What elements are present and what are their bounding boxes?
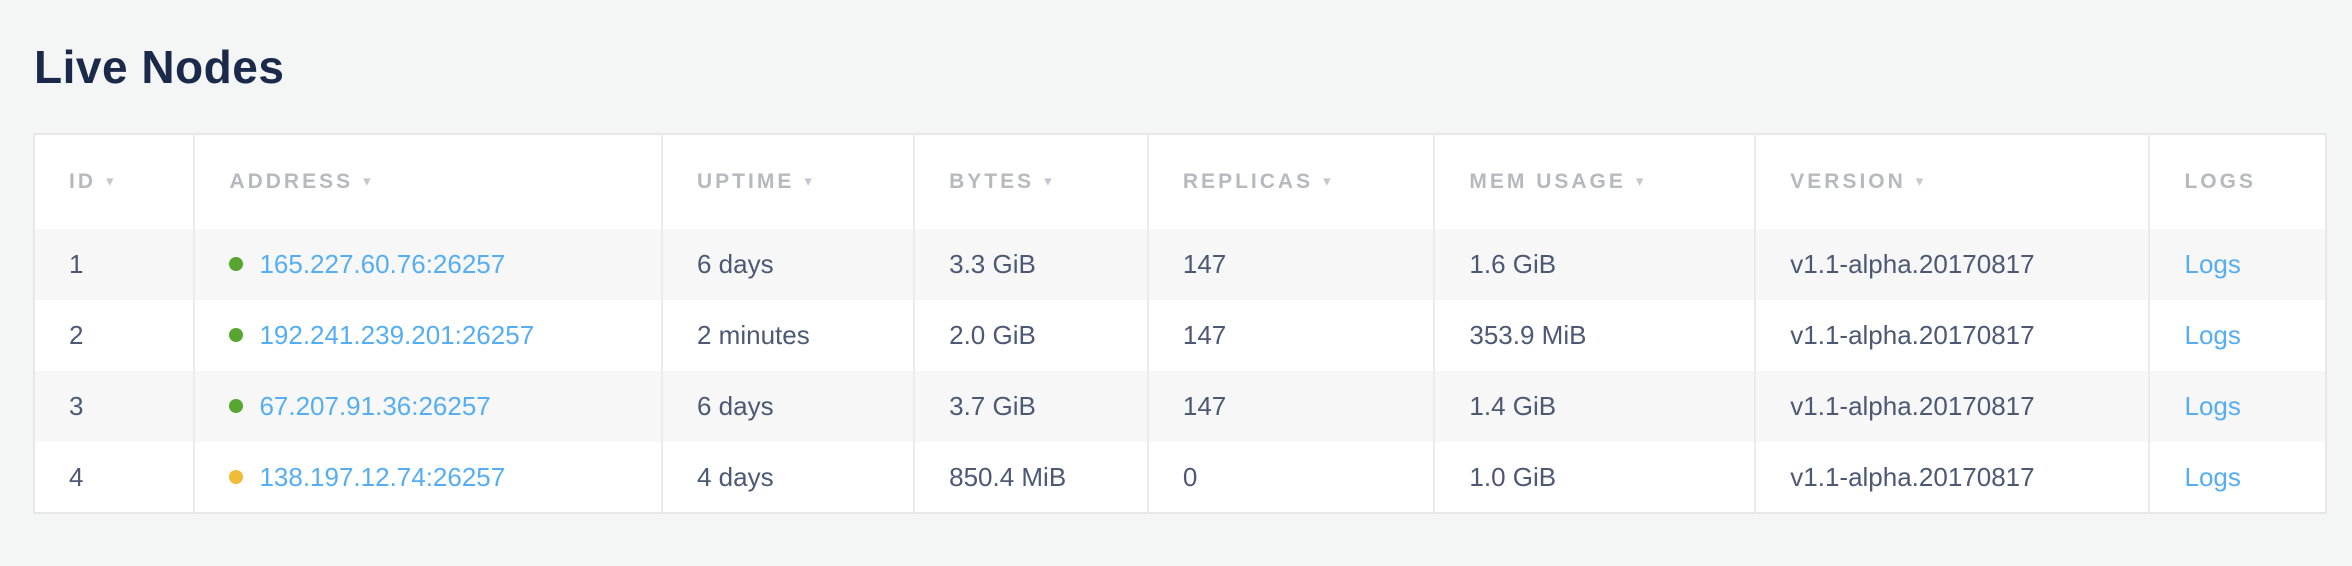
node-row: 3 67.207.91.36:26257 6 days 3.7 GiB 147 … xyxy=(34,371,2326,442)
logs-link[interactable]: Logs xyxy=(2184,461,2241,492)
node-replicas-cell: 0 xyxy=(1147,442,1436,513)
logs-link[interactable]: Logs xyxy=(2184,320,2241,350)
node-address-link[interactable]: 67.207.91.36:26257 xyxy=(259,391,491,421)
column-header-logs: LOGS xyxy=(2149,134,2326,229)
node-logs-cell: Logs xyxy=(2149,371,2326,442)
node-status-dot xyxy=(229,399,244,414)
node-version-cell: v1.1-alpha.20170817 xyxy=(1755,300,2151,371)
node-uptime-cell: 4 days xyxy=(662,442,916,513)
column-header-version[interactable]: VERSION ▾ xyxy=(1755,134,2151,229)
sort-arrow-icon: ▾ xyxy=(804,173,812,190)
logs-link[interactable]: Logs xyxy=(2184,249,2241,279)
node-status-dot xyxy=(229,257,244,272)
live-nodes-table: ID ▾ ADDRESS ▾ UPTIME ▾ BYTES ▾ REPLICAS ▾ ME… xyxy=(33,133,2327,514)
node-version-cell: v1.1-alpha.20170817 xyxy=(1755,229,2151,300)
page-title: Live Nodes xyxy=(34,41,285,93)
node-id-cell: 4 xyxy=(34,442,196,513)
column-header-replicas-label: REPLICAS xyxy=(1182,170,1314,193)
column-header-uptime[interactable]: UPTIME ▾ xyxy=(662,134,916,229)
sort-arrow-icon: ▾ xyxy=(1915,173,1924,190)
node-version-cell: v1.1-alpha.20170817 xyxy=(1755,442,2151,513)
node-row: 4 138.197.12.74:26257 4 days 850.4 MiB 0… xyxy=(34,442,2326,513)
column-header-mem-usage-label: MEM USAGE xyxy=(1469,170,1626,193)
node-address-link[interactable]: 192.241.239.201:26257 xyxy=(259,320,535,350)
node-address-cell: 192.241.239.201:26257 xyxy=(194,300,663,371)
column-header-replicas[interactable]: REPLICAS ▾ xyxy=(1147,134,1436,229)
node-logs-cell: Logs xyxy=(2149,442,2326,513)
node-version-cell: v1.1-alpha.20170817 xyxy=(1755,371,2151,442)
node-uptime-cell: 2 minutes xyxy=(662,300,916,371)
table-header-row: ID ▾ ADDRESS ▾ UPTIME ▾ BYTES ▾ REPLICAS ▾ ME… xyxy=(34,134,2326,229)
node-mem-usage-cell: 1.4 GiB xyxy=(1434,371,1757,442)
node-bytes-cell: 2.0 GiB xyxy=(914,300,1149,371)
node-status-dot xyxy=(229,469,244,484)
node-replicas-cell: 147 xyxy=(1147,229,1436,300)
node-id-cell: 1 xyxy=(34,229,196,300)
node-row: 1 165.227.60.76:26257 6 days 3.3 GiB 147… xyxy=(34,229,2326,300)
node-id-cell: 3 xyxy=(34,371,196,442)
node-uptime-cell: 6 days xyxy=(662,371,916,442)
column-header-address-label: ADDRESS xyxy=(229,170,354,193)
column-header-bytes-label: BYTES xyxy=(949,170,1035,193)
node-address-cell: 165.227.60.76:26257 xyxy=(194,229,663,300)
sort-arrow-icon: ▾ xyxy=(1323,173,1331,190)
node-uptime-cell: 6 days xyxy=(662,229,916,300)
node-status-dot xyxy=(229,328,244,343)
node-address-link[interactable]: 165.227.60.76:26257 xyxy=(259,249,506,279)
node-logs-cell: Logs xyxy=(2149,300,2326,371)
column-header-id-label: ID xyxy=(69,170,96,193)
node-bytes-cell: 3.7 GiB xyxy=(914,371,1149,442)
column-header-version-label: VERSION xyxy=(1790,170,1906,193)
node-mem-usage-cell: 1.0 GiB xyxy=(1434,442,1757,513)
column-header-id[interactable]: ID ▾ xyxy=(34,134,196,229)
node-id-cell: 2 xyxy=(34,300,196,371)
column-header-logs-label: LOGS xyxy=(2184,170,2256,193)
sort-arrow-icon: ▾ xyxy=(1635,173,1644,190)
node-replicas-cell: 147 xyxy=(1147,300,1436,371)
column-header-address[interactable]: ADDRESS ▾ xyxy=(194,134,663,229)
node-logs-cell: Logs xyxy=(2149,229,2326,300)
column-header-uptime-label: UPTIME xyxy=(697,170,795,193)
logs-link[interactable]: Logs xyxy=(2184,391,2241,421)
node-row: 2 192.241.239.201:26257 2 minutes 2.0 Gi… xyxy=(34,300,2326,371)
node-address-cell: 138.197.12.74:26257 xyxy=(194,442,663,513)
node-mem-usage-cell: 353.9 MiB xyxy=(1434,300,1757,371)
sort-arrow-icon: ▾ xyxy=(106,173,114,190)
node-bytes-cell: 3.3 GiB xyxy=(914,229,1149,300)
column-header-mem-usage[interactable]: MEM USAGE ▾ xyxy=(1434,134,1757,229)
node-mem-usage-cell: 1.6 GiB xyxy=(1434,229,1757,300)
sort-arrow-icon: ▾ xyxy=(1044,173,1052,190)
node-address-link[interactable]: 138.197.12.74:26257 xyxy=(259,461,506,492)
node-replicas-cell: 147 xyxy=(1147,371,1436,442)
node-address-cell: 67.207.91.36:26257 xyxy=(194,371,663,442)
column-header-bytes[interactable]: BYTES ▾ xyxy=(914,134,1149,229)
node-bytes-cell: 850.4 MiB xyxy=(914,442,1149,513)
sort-arrow-icon: ▾ xyxy=(363,173,371,190)
